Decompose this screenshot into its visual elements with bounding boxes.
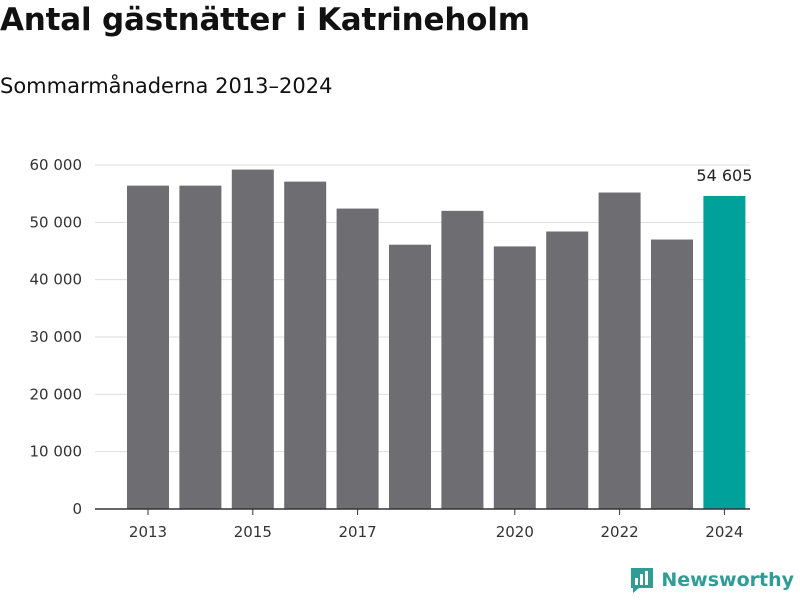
newsworthy-icon <box>631 568 654 593</box>
x-tick-label: 2022 <box>601 523 639 541</box>
data-label: 54 605 <box>696 166 752 185</box>
data-labels: 54 605 <box>696 166 752 185</box>
bar-2017 <box>336 208 379 509</box>
chart-subtitle: Sommarmånaderna 2013–2024 <box>0 74 333 98</box>
x-tick-label: 2024 <box>705 523 743 541</box>
x-tick-label: 2015 <box>234 523 272 541</box>
newsworthy-logo: Newsworthy <box>629 566 794 594</box>
bar-2015 <box>231 169 274 509</box>
bar-2023 <box>651 239 693 510</box>
bar-2014 <box>179 185 222 509</box>
brand-name: Newsworthy <box>661 569 794 591</box>
bar-2019 <box>441 210 484 509</box>
bar-2021 <box>546 231 589 510</box>
y-axis-labels: 0 10 000 20 000 30 000 40 000 50 000 60 000 <box>30 156 83 518</box>
bar-2022 <box>598 192 641 509</box>
x-axis: 2013 2015 2017 2020 2022 2024 <box>95 508 750 541</box>
chart-title: Antal gästnätter i Katrineholm <box>0 2 530 38</box>
bar-2013 <box>127 185 169 509</box>
bar-2016 <box>284 181 327 510</box>
y-tick-label: 30 000 <box>30 328 83 346</box>
bar-2018 <box>389 244 431 509</box>
x-tick-label: 2013 <box>129 523 167 541</box>
y-tick-label: 20 000 <box>30 385 83 403</box>
bar-2024 <box>703 195 746 509</box>
y-tick-label: 50 000 <box>30 213 83 231</box>
x-tick-label: 2020 <box>496 523 534 541</box>
bars <box>127 169 746 510</box>
y-tick-label: 0 <box>72 500 82 518</box>
bar-2020 <box>493 246 536 509</box>
y-tick-label: 60 000 <box>30 156 83 174</box>
x-tick-label: 2017 <box>339 523 377 541</box>
y-tick-label: 40 000 <box>30 271 83 289</box>
y-tick-label: 10 000 <box>30 443 83 461</box>
